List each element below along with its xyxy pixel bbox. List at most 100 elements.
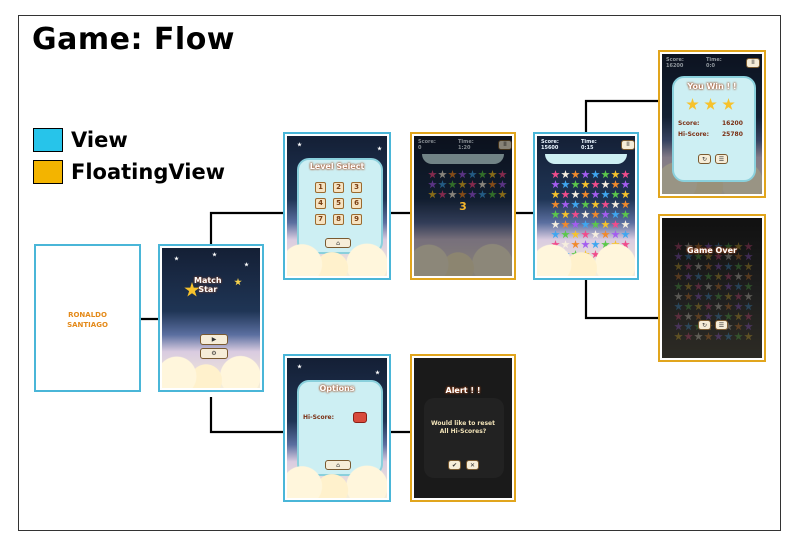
puzzle-star-icon[interactable] [714,242,723,251]
menu-button[interactable]: ☰ [715,154,728,164]
puzzle-star-icon[interactable] [581,190,590,199]
puzzle-star-icon[interactable] [438,170,447,179]
puzzle-star-icon[interactable] [684,302,693,311]
puzzle-star-icon[interactable] [694,242,703,251]
puzzle-star-icon[interactable] [684,292,693,301]
puzzle-star-icon[interactable] [611,210,620,219]
puzzle-star-icon[interactable] [561,170,570,179]
puzzle-star-icon[interactable] [571,190,580,199]
puzzle-star-icon[interactable] [428,170,437,179]
puzzle-star-icon[interactable] [744,242,753,251]
puzzle-star-icon[interactable] [684,242,693,251]
puzzle-star-icon[interactable] [551,230,560,239]
youwin-pause-button[interactable]: II [746,58,760,68]
puzzle-star-icon[interactable] [478,170,487,179]
puzzle-star-icon[interactable] [438,190,447,199]
puzzle-star-icon[interactable] [478,190,487,199]
puzzle-star-icon[interactable] [684,262,693,271]
puzzle-star-icon[interactable] [621,200,630,209]
puzzle-star-icon[interactable] [694,332,703,341]
puzzle-star-icon[interactable] [591,230,600,239]
puzzle-star-icon[interactable] [734,252,743,261]
puzzle-star-icon[interactable] [581,230,590,239]
puzzle-star-icon[interactable] [551,210,560,219]
puzzle-star-icon[interactable] [734,292,743,301]
puzzle-star-icon[interactable] [591,180,600,189]
puzzle-star-icon[interactable] [611,230,620,239]
puzzle-star-icon[interactable] [724,322,733,331]
puzzle-star-icon[interactable] [744,252,753,261]
puzzle-star-icon[interactable] [694,282,703,291]
puzzle-star-icon[interactable] [744,282,753,291]
puzzle-star-icon[interactable] [694,272,703,281]
retry-button[interactable]: ↻ [698,154,711,164]
puzzle-star-icon[interactable] [571,220,580,229]
puzzle-star-icon[interactable] [438,180,447,189]
puzzle-star-icon[interactable] [591,190,600,199]
puzzle-star-icon[interactable] [448,190,457,199]
puzzle-star-icon[interactable] [694,292,703,301]
puzzle-star-icon[interactable] [498,180,507,189]
puzzle-star-icon[interactable] [744,262,753,271]
puzzle-star-icon[interactable] [571,170,580,179]
puzzle-star-icon[interactable] [488,190,497,199]
puzzle-star-icon[interactable] [714,282,723,291]
puzzle-star-icon[interactable] [581,170,590,179]
puzzle-star-icon[interactable] [684,322,693,331]
puzzle-star-icon[interactable] [704,302,713,311]
puzzle-star-icon[interactable] [734,262,743,271]
puzzle-star-icon[interactable] [601,170,610,179]
puzzle-star-icon[interactable] [551,220,560,229]
puzzle-star-icon[interactable] [704,292,713,301]
puzzle-star-icon[interactable] [734,332,743,341]
puzzle-star-icon[interactable] [704,272,713,281]
puzzle-star-icon[interactable] [744,312,753,321]
reset-hiscore-button[interactable] [353,412,367,423]
puzzle-star-icon[interactable] [551,200,560,209]
puzzle-star-icon[interactable] [581,210,590,219]
puzzle-star-icon[interactable] [674,312,683,321]
puzzle-star-icon[interactable] [601,190,610,199]
puzzle-star-icon[interactable] [571,180,580,189]
gameover-retry-button[interactable]: ↻ [698,320,711,330]
puzzle-star-icon[interactable] [674,272,683,281]
level-button-4[interactable]: 4 [315,198,326,209]
puzzle-star-icon[interactable] [744,322,753,331]
puzzle-star-icon[interactable] [704,282,713,291]
puzzle-star-icon[interactable] [714,292,723,301]
puzzle-star-icon[interactable] [704,332,713,341]
puzzle-star-icon[interactable] [551,180,560,189]
level-button-8[interactable]: 8 [333,214,344,225]
puzzle-star-icon[interactable] [581,220,590,229]
puzzle-star-icon[interactable] [704,312,713,321]
puzzle-star-icon[interactable] [561,190,570,199]
puzzle-star-icon[interactable] [571,210,580,219]
puzzle-star-icon[interactable] [724,312,733,321]
puzzle-star-icon[interactable] [744,292,753,301]
puzzle-star-icon[interactable] [591,200,600,209]
puzzle-star-icon[interactable] [621,230,630,239]
puzzle-star-icon[interactable] [571,230,580,239]
puzzle-star-icon[interactable] [734,312,743,321]
level-button-3[interactable]: 3 [351,182,362,193]
puzzle-star-icon[interactable] [611,180,620,189]
puzzle-star-icon[interactable] [684,272,693,281]
puzzle-star-icon[interactable] [684,332,693,341]
puzzle-star-icon[interactable] [714,332,723,341]
puzzle-star-icon[interactable] [488,180,497,189]
puzzle-star-icon[interactable] [684,282,693,291]
puzzle-star-icon[interactable] [734,272,743,281]
puzzle-star-icon[interactable] [601,210,610,219]
puzzle-star-icon[interactable] [611,200,620,209]
puzzle-star-icon[interactable] [674,242,683,251]
puzzle-star-icon[interactable] [674,292,683,301]
puzzle-star-icon[interactable] [724,332,733,341]
puzzle-star-icon[interactable] [734,242,743,251]
puzzle-star-icon[interactable] [611,170,620,179]
puzzle-star-icon[interactable] [551,190,560,199]
puzzle-star-icon[interactable] [724,302,733,311]
puzzle-star-icon[interactable] [448,180,457,189]
puzzle-star-icon[interactable] [704,242,713,251]
puzzle-star-icon[interactable] [448,170,457,179]
alert-confirm-button[interactable]: ✔ [448,460,461,470]
